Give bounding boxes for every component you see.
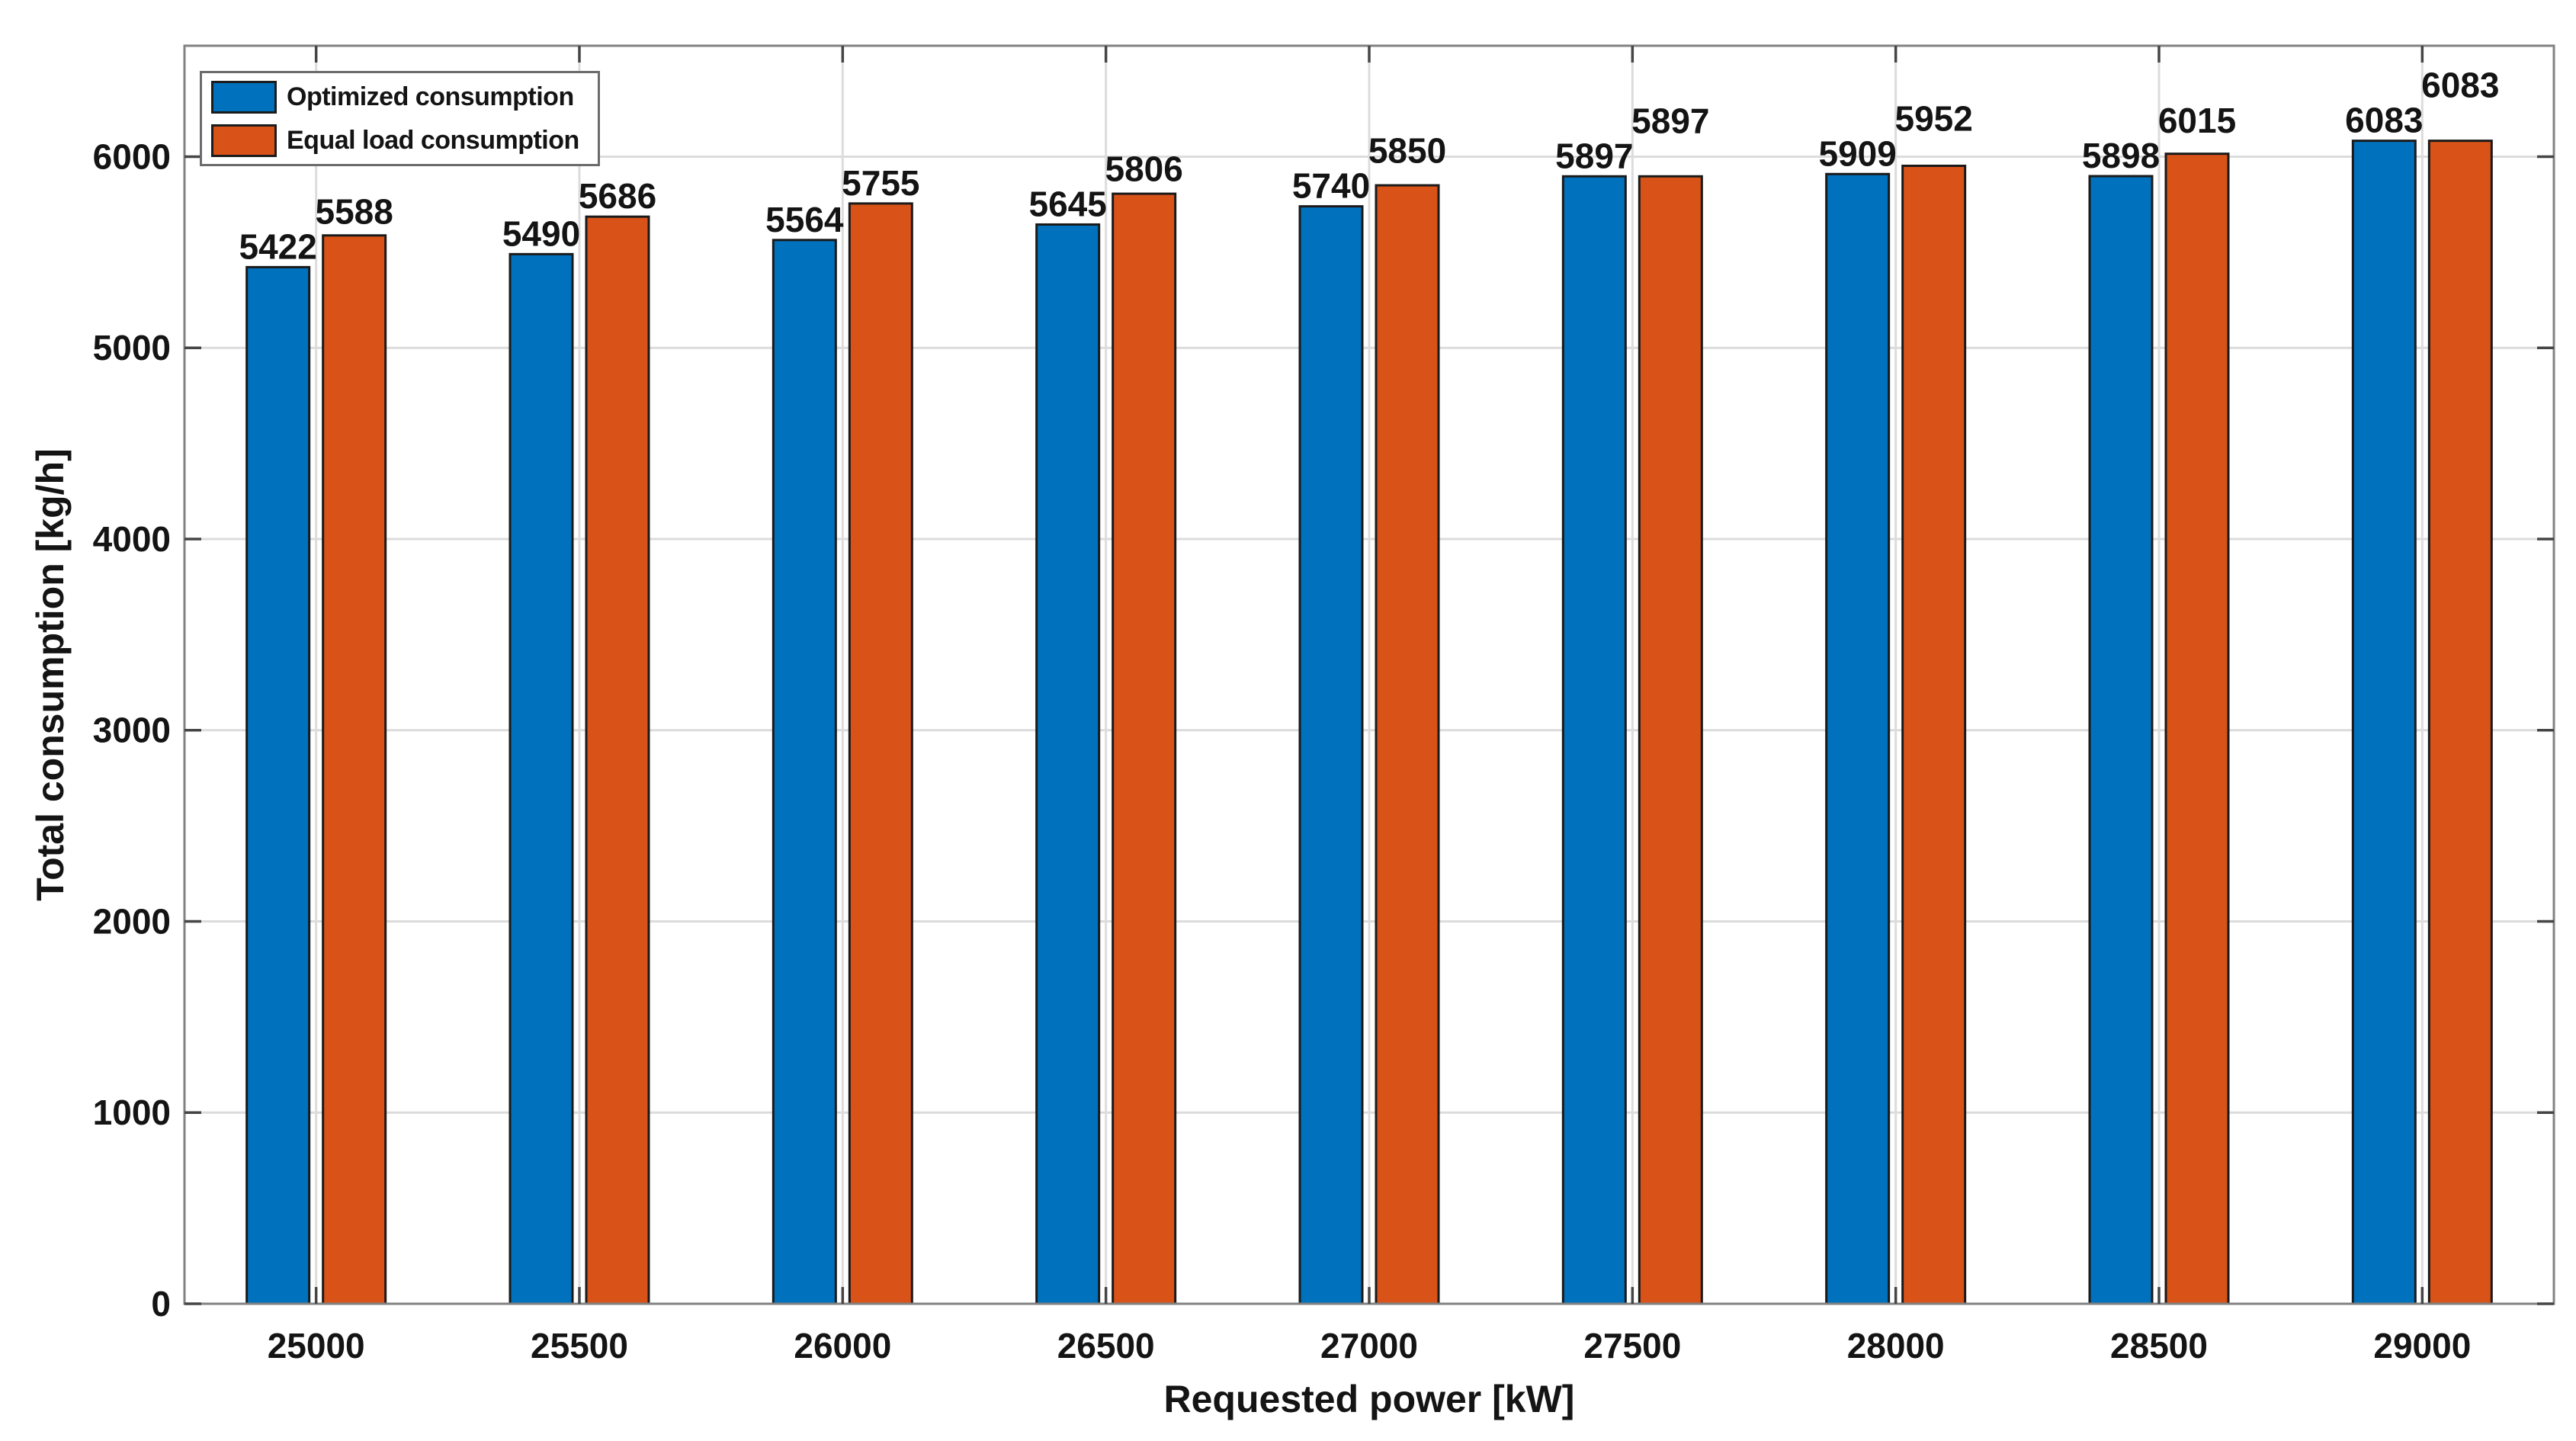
bar-value-label-optimized-26500: 5645 — [1028, 184, 1106, 223]
bar-value-label-optimized-28000: 5909 — [1818, 133, 1896, 173]
bar-equal-load-25000 — [322, 234, 387, 1305]
bar-equal-load-29000 — [2427, 140, 2493, 1305]
bar-value-label-equal-load-27500: 5897 — [1631, 101, 1709, 140]
y-tick-label-3000: 3000 — [93, 711, 171, 750]
x-tick-label-26500: 26500 — [1057, 1326, 1155, 1366]
legend-label-equal-load: Equal load consumption — [287, 126, 579, 155]
bar-value-label-equal-load-26500: 5806 — [1105, 149, 1182, 188]
bar-optimized-26500 — [1035, 223, 1101, 1305]
x-tick-label-29000: 29000 — [2373, 1326, 2471, 1366]
y-axis-title: Total consumption [kg/h] — [29, 448, 72, 901]
bar-value-label-equal-load-25000: 5588 — [315, 191, 393, 231]
bar-optimized-28500 — [2088, 175, 2154, 1305]
bar-optimized-29000 — [2351, 140, 2417, 1305]
bar-optimized-25500 — [508, 252, 574, 1305]
bar-value-label-optimized-26000: 5564 — [765, 200, 844, 239]
y-tick-label-1000: 1000 — [93, 1093, 171, 1132]
bar-equal-load-26000 — [848, 202, 913, 1305]
bar-equal-load-27500 — [1638, 175, 1703, 1305]
bar-optimized-28000 — [1825, 172, 1891, 1305]
bar-equal-load-27000 — [1375, 184, 1440, 1305]
x-tick-label-28500: 28500 — [2110, 1326, 2208, 1366]
legend-swatch-equal-load — [211, 124, 277, 157]
bar-equal-load-28500 — [2164, 152, 2230, 1305]
bar-value-label-equal-load-28500: 6015 — [2158, 101, 2236, 140]
y-tick-label-2000: 2000 — [93, 901, 171, 941]
bar-value-label-optimized-28500: 5898 — [2082, 136, 2160, 175]
bar-optimized-25000 — [245, 265, 311, 1305]
x-tick-label-28000: 28000 — [1847, 1326, 1945, 1366]
legend-entry-optimized: Optimized consumption — [211, 80, 579, 114]
bar-value-label-equal-load-26000: 5755 — [842, 163, 919, 203]
x-tick-label-25000: 25000 — [268, 1326, 365, 1366]
x-tick-label-27500: 27500 — [1583, 1326, 1681, 1366]
bar-value-label-equal-load-27000: 5850 — [1368, 131, 1446, 171]
bar-equal-load-26500 — [1112, 192, 1177, 1305]
bar-optimized-27500 — [1561, 175, 1627, 1305]
bar-equal-load-28000 — [1901, 164, 1967, 1305]
bar-optimized-27000 — [1298, 205, 1364, 1305]
bar-value-label-optimized-25500: 5490 — [502, 213, 580, 253]
bar-value-label-equal-load-25500: 5686 — [579, 176, 656, 216]
x-tick-label-26000: 26000 — [794, 1326, 891, 1366]
y-tick-label-6000: 6000 — [93, 136, 171, 176]
legend-swatch-optimized — [211, 80, 277, 114]
legend: Optimized consumption Equal load consump… — [200, 71, 600, 166]
bar-value-label-optimized-25000: 5422 — [239, 226, 316, 266]
bar-equal-load-25500 — [585, 215, 650, 1305]
bar-value-label-equal-load-29000: 6083 — [2421, 66, 2499, 105]
bar-value-label-optimized-27000: 5740 — [1292, 166, 1370, 206]
x-axis-title: Requested power [kW] — [1163, 1378, 1575, 1420]
bar-value-label-equal-load-28000: 5952 — [1894, 98, 1972, 138]
legend-entry-equal-load: Equal load consumption — [211, 124, 579, 157]
y-tick-label-4000: 4000 — [93, 519, 171, 559]
bar-value-label-optimized-27500: 5897 — [1555, 136, 1633, 175]
bar-optimized-26000 — [772, 239, 837, 1305]
bar-value-label-optimized-29000: 6083 — [2345, 101, 2423, 140]
legend-label-optimized: Optimized consumption — [287, 82, 574, 111]
x-tick-label-25500: 25500 — [531, 1326, 628, 1366]
x-tick-label-27000: 27000 — [1320, 1326, 1418, 1366]
y-tick-label-5000: 5000 — [93, 328, 171, 367]
y-tick-label-0: 0 — [151, 1284, 171, 1324]
